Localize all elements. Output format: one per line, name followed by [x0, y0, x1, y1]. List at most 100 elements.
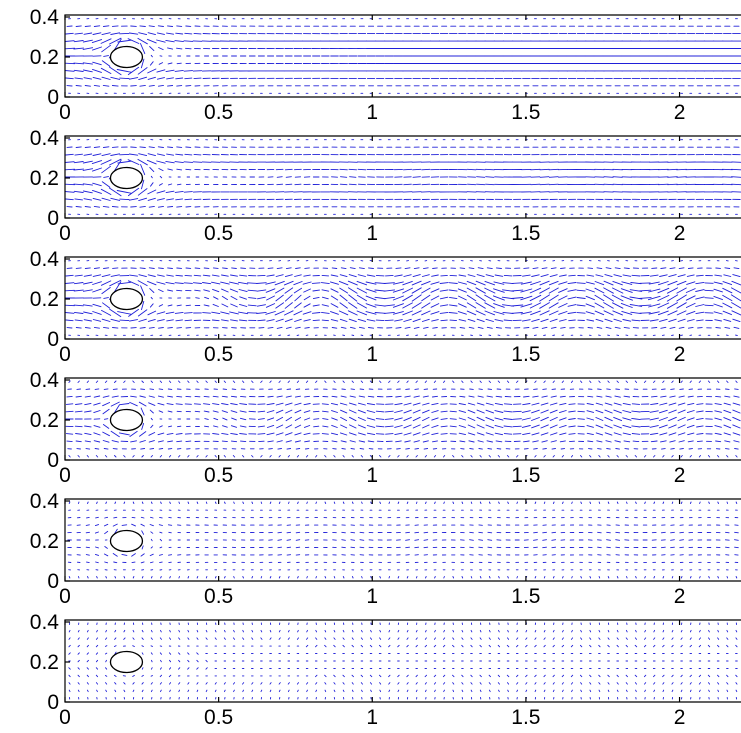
quiver-arrow — [166, 319, 174, 322]
quiver-arrow — [516, 576, 518, 579]
quiver-arrow — [478, 546, 483, 549]
quiver-arrow — [595, 402, 604, 406]
axes-frame — [64, 135, 741, 219]
quiver-arrow — [732, 416, 741, 422]
quiver-arrow — [168, 674, 172, 678]
quiver-arrow — [141, 530, 145, 535]
quiver-arrow — [708, 629, 710, 633]
quiver-arrow — [192, 161, 203, 163]
quiver-arrow — [123, 380, 126, 383]
quiver-arrow — [351, 682, 354, 685]
quiver-arrow — [512, 418, 522, 420]
quiver-arrow — [350, 546, 356, 549]
quiver-arrow — [91, 39, 103, 44]
quiver-arrow — [667, 280, 678, 286]
quiver-arrow — [109, 308, 122, 318]
quiver-arrow — [613, 409, 622, 414]
quiver-arrow — [394, 432, 403, 436]
quiver-arrow — [276, 440, 283, 443]
quiver-arrow — [585, 303, 595, 308]
quiver-arrow — [443, 637, 446, 640]
quiver-arrow — [166, 274, 174, 277]
quiver-arrow — [221, 274, 229, 277]
quiver-arrow — [105, 629, 107, 633]
quiver-arrow — [488, 380, 491, 383]
quiver-arrow — [412, 274, 421, 278]
quiver-arrow — [239, 425, 247, 428]
quiver-arrow — [530, 281, 541, 286]
quiver-arrow — [174, 311, 184, 314]
quiver-arrow — [167, 267, 173, 269]
quiver-arrow — [141, 682, 144, 685]
quiver-arrow — [570, 674, 574, 678]
quiver-arrow — [715, 395, 722, 398]
quiver-arrow — [287, 682, 290, 685]
quiver-arrow — [129, 274, 138, 277]
quiver-arrow — [100, 38, 112, 44]
quiver-arrow — [596, 326, 603, 329]
quiver-arrow — [379, 380, 382, 383]
quiver-arrow — [92, 274, 102, 277]
quiver-arrow — [397, 501, 400, 504]
quiver-arrow — [552, 682, 555, 685]
quiver-arrow — [369, 637, 373, 640]
quiver-arrow — [176, 395, 183, 398]
quiver-arrow — [204, 296, 210, 300]
quiver-arrow — [414, 539, 420, 541]
quiver-arrow — [668, 274, 677, 278]
quiver-arrow — [647, 295, 661, 301]
quiver-arrow — [559, 402, 567, 406]
quiver-arrow — [166, 198, 174, 201]
quiver-arrow — [638, 289, 652, 292]
quiver-arrow — [448, 289, 458, 292]
quiver-arrow — [95, 659, 99, 663]
quiver-arrow — [677, 432, 686, 436]
quiver-arrow — [723, 417, 732, 421]
quiver-arrow — [202, 282, 212, 285]
quiver-arrow — [414, 448, 419, 450]
quiver-arrow — [479, 682, 482, 685]
quiver-arrow — [356, 280, 368, 286]
quiver-arrow — [159, 546, 163, 549]
quiver-arrow — [589, 455, 592, 458]
quiver-arrow — [507, 637, 510, 640]
quiver-arrow — [412, 183, 421, 186]
quiver-arrow — [92, 61, 102, 66]
quiver-arrow — [431, 402, 439, 406]
quiver-arrow — [488, 455, 491, 458]
quiver-arrow — [668, 402, 677, 406]
quiver-arrow — [587, 395, 594, 398]
quiver-arrow — [725, 531, 730, 534]
quiver-arrow — [74, 319, 83, 322]
quiver-arrow — [223, 380, 226, 383]
quiver-arrow — [92, 32, 102, 35]
quiver-arrow — [723, 402, 731, 406]
quiver-arrow — [149, 167, 155, 173]
quiver-arrow — [93, 146, 101, 148]
quiver-arrow — [395, 327, 402, 329]
quiver-arrow — [458, 295, 467, 301]
quiver-arrow — [657, 302, 670, 309]
quiver-arrow — [123, 455, 126, 458]
quiver-arrow — [183, 191, 193, 193]
quiver-arrow — [470, 689, 473, 693]
quiver-arrow — [168, 554, 173, 556]
quiver-arrow — [550, 440, 557, 443]
quiver-arrow — [687, 440, 694, 443]
quiver-arrow — [77, 689, 80, 693]
quiver-arrow — [714, 425, 722, 428]
quiver-arrow — [550, 432, 558, 436]
quiver-arrow — [211, 281, 221, 285]
quiver-arrow — [657, 287, 670, 294]
quiver-arrow — [165, 69, 175, 73]
quiver-arrow — [498, 576, 500, 579]
quiver-arrow — [139, 267, 146, 269]
quiver-arrow — [110, 197, 121, 201]
quiver-arrow — [104, 645, 108, 647]
quiver-arrow — [285, 440, 292, 443]
quiver-arrow — [715, 440, 722, 443]
quiver-arrow — [285, 416, 293, 422]
quiver-arrow — [516, 380, 519, 383]
quiver-arrow — [598, 689, 601, 693]
quiver-arrow — [138, 153, 148, 157]
